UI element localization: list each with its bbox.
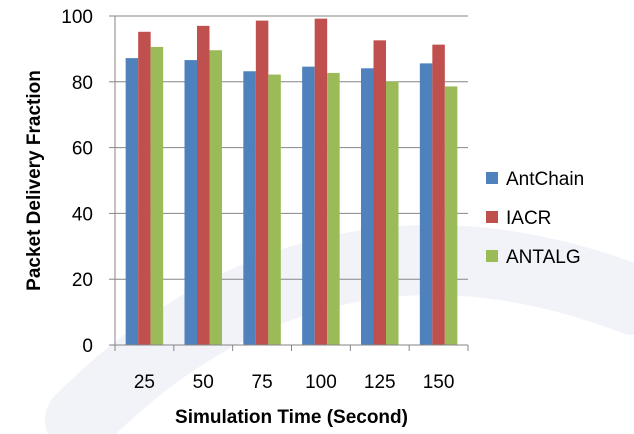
x-tick-label: 25	[134, 372, 155, 393]
bar-iacr-50	[197, 25, 210, 346]
legend-swatch	[486, 250, 498, 262]
bar-antalg-125	[386, 81, 399, 345]
bar-antalg-150	[444, 86, 458, 345]
y-tick-label: 0	[82, 336, 93, 357]
legend-label: IACR	[506, 208, 551, 229]
bar-iacr-25	[138, 31, 151, 346]
bar-antchain-100	[302, 66, 315, 345]
legend-item-antchain: AntChain	[486, 169, 584, 190]
legend: AntChain IACR ANTALG	[486, 169, 584, 268]
bar-iacr-150	[432, 44, 445, 346]
bar-antalg-50	[209, 50, 222, 345]
legend-label: AntChain	[506, 169, 584, 190]
y-tick-label: 100	[61, 7, 93, 28]
bar-antchain-25	[125, 58, 139, 345]
y-tick-label: 40	[72, 204, 93, 225]
bar-antalg-100	[327, 72, 340, 346]
bars	[125, 18, 458, 346]
bar-antchain-75	[243, 71, 256, 345]
legend-label: ANTALG	[506, 247, 581, 268]
x-tick-label: 100	[305, 372, 337, 393]
bar-antchain-50	[184, 60, 197, 345]
y-tick-label: 20	[72, 270, 93, 291]
bar-antchain-125	[361, 68, 374, 345]
legend-swatch	[486, 211, 498, 223]
x-tick-label: 125	[364, 372, 396, 393]
x-tick-label: 150	[423, 372, 455, 393]
y-tick-label: 80	[72, 73, 93, 94]
y-tick-label: 60	[72, 139, 93, 160]
x-axis-title: Simulation Time (Second)	[175, 407, 408, 428]
x-tick-label: 50	[193, 372, 214, 393]
bar-antalg-75	[268, 74, 281, 345]
gridlines	[115, 15, 468, 280]
bar-antchain-150	[419, 63, 433, 345]
bar-iacr-75	[255, 20, 269, 346]
bar-iacr-100	[314, 18, 328, 346]
y-axis-ticks: 0 20 40 60 80 100	[61, 7, 115, 357]
bar-iacr-125	[373, 40, 386, 345]
plot-area: 0 20 40 60 80 100 25 50 75 100 125 150	[61, 7, 469, 393]
bar-antalg-25	[150, 46, 164, 346]
legend-swatch	[486, 172, 498, 184]
y-axis-title: Packet Delivery Fraction	[24, 70, 45, 291]
x-tick-label: 75	[252, 372, 273, 393]
legend-item-antalg: ANTALG	[486, 247, 581, 268]
legend-item-iacr: IACR	[486, 208, 551, 229]
x-axis-ticks: 25 50 75 100 125 150	[114, 345, 469, 393]
